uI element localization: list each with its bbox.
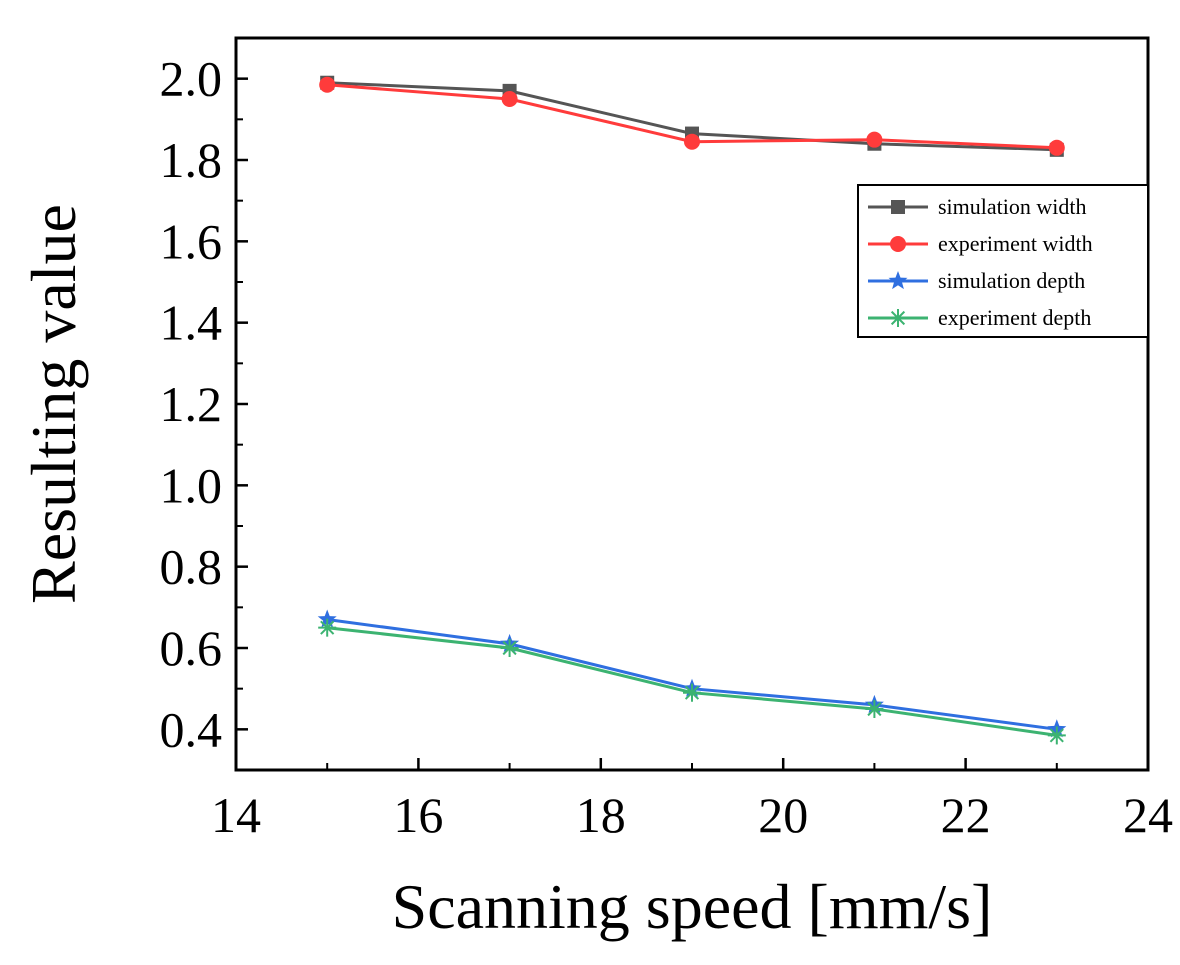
asterisk-stroke [1049,728,1064,743]
asterisk-stroke [502,640,517,656]
legend-marker-experiment-width [890,236,906,252]
y-tick-label: 1.8 [160,132,223,188]
y-axis: 0.4 0.6 0.8 1.0 1.2 1.4 1.6 1.8 2.0 [160,51,248,771]
asterisk-stroke [890,310,906,326]
asterisk-stroke [320,620,335,635]
data-point-experiment-width [501,91,518,107]
series-experiment-width [319,76,1065,156]
x-tick-label: 14 [211,787,261,843]
x-tick-label: 22 [941,787,991,843]
x-tick-label: 24 [1123,787,1173,843]
x-tick-label: 20 [758,787,808,843]
asterisk-stroke [684,685,700,700]
y-tick-label: 1.0 [160,457,223,513]
legend-label-experiment-width: experiment width [938,231,1093,256]
data-point-experiment-depth [318,618,337,637]
legend-marker-simulation-depth [888,271,908,290]
data-point-experiment-depth [500,639,519,657]
x-axis-title: Scanning speed [mm/s] [392,871,993,942]
data-point-experiment-width [1048,139,1065,156]
legend-marker-experiment-depth [889,309,907,327]
y-tick-label: 0.8 [160,539,223,595]
data-point-experiment-width [866,131,883,148]
series-line-simulation-depth [327,618,1057,731]
data-point-experiment-depth [1047,726,1066,745]
series-experiment-depth [318,618,1066,745]
legend-label-simulation-depth: simulation depth [938,268,1085,293]
series-layer [317,75,1067,745]
data-point-simulation-depth [317,609,337,628]
y-tick-label: 0.6 [160,620,223,676]
legend: simulation width experiment width simulati… [857,184,1149,338]
data-point-experiment-depth [865,700,884,718]
legend-label-simulation-width: simulation width [938,194,1087,219]
legend-label-experiment-depth: experiment depth [938,305,1091,330]
x-tick-label: 16 [393,787,443,843]
y-tick-label: 1.6 [160,213,223,269]
y-axis-title: Resulting value [18,204,89,604]
legend-marker-simulation-width [891,200,905,214]
y-tick-label: 1.4 [160,295,223,351]
x-tick-label: 18 [576,787,626,843]
y-tick-label: 0.4 [160,701,223,757]
y-tick-label: 1.2 [160,376,223,432]
y-tick-label: 2.0 [160,51,223,107]
series-simulation-depth [317,609,1067,738]
data-point-experiment-width [319,76,336,93]
data-point-experiment-width [684,133,700,150]
legend-box [857,184,1149,338]
asterisk-stroke [867,701,882,717]
data-point-experiment-depth [683,683,701,702]
x-axis: 14 16 18 20 22 24 [211,758,1173,843]
